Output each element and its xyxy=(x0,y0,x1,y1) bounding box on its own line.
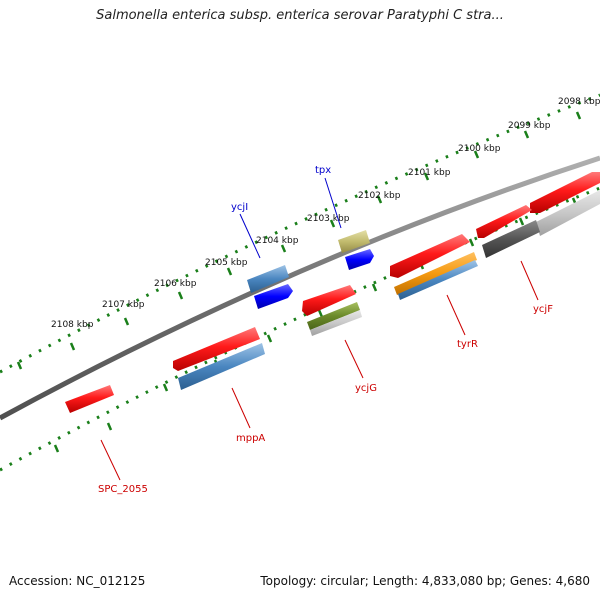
gene-labels: tpx ycjI ycjF tyrR ycjG mppA SPC_2055 xyxy=(98,165,553,495)
tick-label-2098: 2098 kbp xyxy=(558,97,600,107)
tick-label-2108: 2108 kbp xyxy=(51,320,94,330)
tick-label-2100: 2100 kbp xyxy=(458,144,501,154)
tick-label-2099: 2099 kbp xyxy=(508,121,551,131)
tick-label-2105: 2105 kbp xyxy=(205,258,248,268)
genome-backbone xyxy=(0,155,600,421)
gene-mppA-steel[interactable] xyxy=(178,343,265,390)
gene-ycjF-forward[interactable] xyxy=(530,172,600,213)
gene-forward-feature-1[interactable] xyxy=(476,205,532,238)
accession-text: Accession: NC_012125 xyxy=(9,574,146,588)
gene-ycjF-gray[interactable] xyxy=(536,190,600,236)
gene-tpx-feature[interactable] xyxy=(338,230,370,253)
label-tpx: tpx xyxy=(315,165,331,176)
gene-ycjG-forward[interactable] xyxy=(302,285,356,316)
gene-ycjI-steel-feature[interactable] xyxy=(247,265,289,293)
tick-label-2103: 2103 kbp xyxy=(307,214,350,224)
tick-label-2106: 2106 kbp xyxy=(154,279,197,289)
gene-ycjI-blue-feature[interactable] xyxy=(345,249,374,270)
gene-tyrR-orange[interactable] xyxy=(394,252,477,295)
leader-mppA xyxy=(231,387,251,429)
label-SPC-2055: SPC_2055 xyxy=(98,484,148,495)
label-tyrR: tyrR xyxy=(457,339,478,350)
gene-mppA-forward[interactable] xyxy=(173,327,260,371)
label-leaders xyxy=(100,177,539,481)
ruler-arc-inner xyxy=(0,186,600,472)
leader-SPC-2055 xyxy=(100,439,121,481)
gene-ycjG-gray[interactable] xyxy=(310,310,362,336)
outer-major-ticks xyxy=(16,111,582,370)
gene-SPC-2055-feature[interactable] xyxy=(65,385,114,413)
tick-label-2104: 2104 kbp xyxy=(256,236,299,246)
forward-strand-features xyxy=(65,172,600,413)
leader-tpx xyxy=(324,177,342,229)
gene-tyrR-forward[interactable] xyxy=(390,234,470,278)
genome-summary-text: Topology: circular; Length: 4,833,080 bp… xyxy=(260,574,590,588)
leader-ycjF xyxy=(520,260,539,301)
gene-ycjG-olive[interactable] xyxy=(307,302,360,330)
tick-label-2101: 2101 kbp xyxy=(408,168,451,178)
gene-tyrR-steel[interactable] xyxy=(398,260,478,300)
gene-ycjF-dark[interactable] xyxy=(482,220,540,258)
gene-ycjI-blue-arrow[interactable] xyxy=(254,284,293,309)
ruler-labels: 2098 kbp 2099 kbp 2100 kbp 2101 kbp 2102… xyxy=(51,97,600,330)
label-mppA: mppA xyxy=(236,433,265,444)
tick-label-2107: 2107 kbp xyxy=(102,300,145,310)
leader-tyrR xyxy=(446,294,466,336)
genome-title: Salmonella enterica subsp. enterica sero… xyxy=(96,8,504,23)
tick-label-2102: 2102 kbp xyxy=(358,191,401,201)
leader-ycjG xyxy=(344,339,364,379)
label-ycjF: ycjF xyxy=(533,304,553,315)
label-ycjG: ycjG xyxy=(355,383,377,394)
label-ycjI: ycjI xyxy=(231,202,248,213)
reverse-strand-features xyxy=(178,190,600,390)
leader-ycjI xyxy=(239,213,261,259)
